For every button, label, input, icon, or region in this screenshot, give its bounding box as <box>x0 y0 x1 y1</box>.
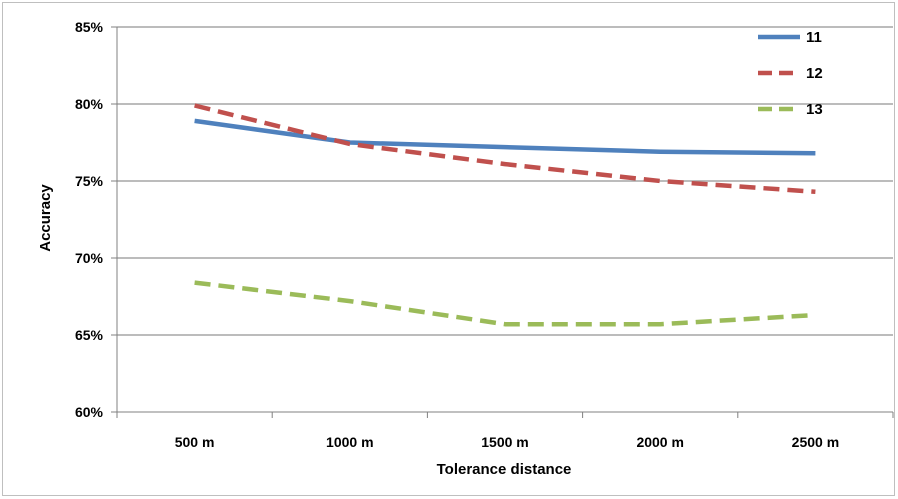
axes: 60% 65% 70% 75% 80% 85% 500 m 1000 m 1500 m 2000 … <box>75 19 894 450</box>
x-tick-label: 2500 m <box>792 434 839 450</box>
legend-label-12: 12 <box>806 65 823 82</box>
x-axis-title: Tolerance distance <box>437 461 572 478</box>
y-tick-label: 65% <box>75 327 104 343</box>
x-tick-label: 1000 m <box>326 434 373 450</box>
series-line-11 <box>194 118 816 156</box>
x-tick-label: 1500 m <box>481 434 528 450</box>
legend: 11 12 13 <box>758 29 823 118</box>
y-tick-label: 60% <box>75 404 104 420</box>
x-tick-label: 2000 m <box>636 434 683 450</box>
series-lines <box>194 103 816 327</box>
y-tick-label: 80% <box>75 96 104 112</box>
series-line-13 <box>194 280 816 327</box>
legend-label-13: 13 <box>806 101 823 118</box>
gridlines <box>117 26 893 336</box>
series-line-12 <box>194 103 816 195</box>
x-tick-label: 500 m <box>175 434 215 450</box>
y-tick-label: 75% <box>75 173 104 189</box>
y-axis-title: Accuracy <box>37 184 54 252</box>
y-tick-label: 70% <box>75 250 104 266</box>
y-tick-label: 85% <box>75 19 104 35</box>
legend-label-11: 11 <box>806 29 822 46</box>
